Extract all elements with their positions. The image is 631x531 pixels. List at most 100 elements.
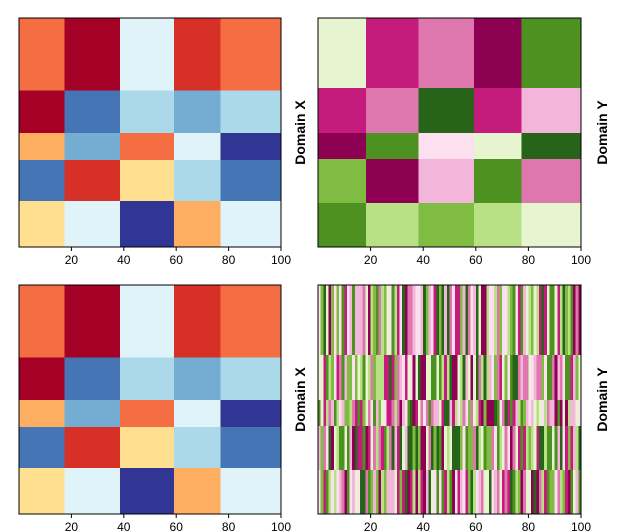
heatmap-cell xyxy=(174,467,221,515)
heatmap-cell xyxy=(423,399,427,426)
heatmap-cell xyxy=(375,425,379,470)
heatmap-cell xyxy=(507,399,511,426)
heatmap-cell xyxy=(483,399,487,426)
heatmap-cell xyxy=(354,469,358,515)
heatmap-cell xyxy=(441,425,445,470)
heatmap-cell xyxy=(559,399,563,426)
heatmap-cell xyxy=(378,425,382,470)
heatmap-cell xyxy=(399,354,403,401)
heatmap-cell xyxy=(346,425,350,470)
heatmap-cell xyxy=(546,425,550,470)
heatmap-cell xyxy=(465,285,469,355)
heatmap-cell xyxy=(120,467,175,515)
heatmap-cell xyxy=(418,132,475,159)
heatmap-cell xyxy=(425,425,429,470)
heatmap-cell xyxy=(559,354,563,401)
heatmap-cell xyxy=(381,399,385,426)
heatmap-cell xyxy=(444,469,448,515)
heatmap-cell xyxy=(562,425,566,470)
heatmap-cell xyxy=(525,285,529,355)
heatmap-cell xyxy=(554,469,558,515)
heatmap-cell xyxy=(381,425,385,470)
heatmap-cell xyxy=(496,354,500,401)
heatmap-cell xyxy=(366,158,419,203)
heatmap-cell xyxy=(565,354,569,401)
heatmap-cell xyxy=(425,285,429,355)
heatmap-cell xyxy=(549,285,553,355)
heatmap-cell xyxy=(504,399,508,426)
heatmap-cell xyxy=(536,399,540,426)
heatmap-cell xyxy=(494,399,498,426)
heatmap-cell xyxy=(344,399,348,426)
heatmap-cell xyxy=(465,399,469,426)
heatmap-cell xyxy=(220,18,282,91)
heatmap-cell xyxy=(370,354,374,401)
heatmap-cell xyxy=(357,399,361,426)
heatmap-cell xyxy=(389,285,392,355)
heatmap-cell xyxy=(341,399,345,426)
heatmap-cell xyxy=(378,469,382,515)
heatmap-cell xyxy=(433,399,437,426)
heatmap-cell xyxy=(475,399,479,426)
heatmap-cell xyxy=(554,399,558,426)
heatmap-cell xyxy=(331,399,335,426)
heatmap-cell xyxy=(460,354,463,401)
heatmap-cell xyxy=(433,354,437,401)
heatmap-cell xyxy=(318,285,321,355)
heatmap-cell xyxy=(336,469,340,515)
heatmap-cell xyxy=(174,132,221,161)
heatmap-cell xyxy=(465,425,469,470)
heatmap-cell xyxy=(575,285,579,355)
heatmap-cell xyxy=(420,354,424,401)
heatmap-cell xyxy=(470,354,474,401)
heatmap-cell xyxy=(462,399,466,426)
heatmap-cell xyxy=(512,425,516,470)
heatmap-cell xyxy=(541,399,545,426)
heatmap-cell xyxy=(452,425,456,470)
heatmap-cell xyxy=(436,425,440,470)
heatmap-cell xyxy=(431,469,435,515)
heatmap-cell xyxy=(354,399,358,426)
heatmap-cell xyxy=(64,18,121,91)
heatmap-cell xyxy=(344,469,348,515)
heatmap-cell xyxy=(481,354,484,401)
heatmap-cell xyxy=(454,354,458,401)
heatmap-cell xyxy=(474,202,522,248)
heatmap-cell xyxy=(362,399,366,426)
heatmap-cell xyxy=(481,399,484,426)
heatmap-cell xyxy=(502,354,506,401)
heatmap-cell xyxy=(402,425,406,470)
heatmap-cell xyxy=(367,425,371,470)
heatmap-cell xyxy=(470,469,474,515)
heatmap-cell xyxy=(544,399,548,426)
heatmap-cell xyxy=(174,159,221,202)
heatmap-cell xyxy=(452,354,456,401)
heatmap-cell xyxy=(402,285,406,355)
heatmap-cell xyxy=(407,425,411,470)
heatmap-cell xyxy=(517,469,521,515)
heatmap-cell xyxy=(174,18,221,91)
heatmap-cell xyxy=(460,425,463,470)
heatmap-cell xyxy=(521,87,582,134)
heatmap-cell xyxy=(474,132,522,159)
heatmap-cell xyxy=(554,285,558,355)
heatmap-cell xyxy=(575,469,579,515)
heatmap-cell xyxy=(19,132,65,161)
heatmap-cell xyxy=(536,285,540,355)
heatmap-cell xyxy=(515,469,519,515)
x-tick-label: 100 xyxy=(271,520,291,531)
heatmap-cell xyxy=(446,425,450,470)
heatmap-cell xyxy=(378,285,382,355)
heatmap-cell xyxy=(441,469,445,515)
heatmap-cell xyxy=(549,425,553,470)
heatmap-cell xyxy=(478,469,482,515)
x-tick-label: 60 xyxy=(170,253,184,267)
heatmap-cell xyxy=(431,425,435,470)
heatmap-cell xyxy=(486,399,490,426)
heatmap-cell xyxy=(19,159,65,202)
heatmap-cell xyxy=(467,425,471,470)
heatmap-cell xyxy=(446,399,450,426)
heatmap-cell xyxy=(360,425,364,470)
x-tick-label: 20 xyxy=(65,520,79,531)
heatmap-cell xyxy=(320,469,324,515)
